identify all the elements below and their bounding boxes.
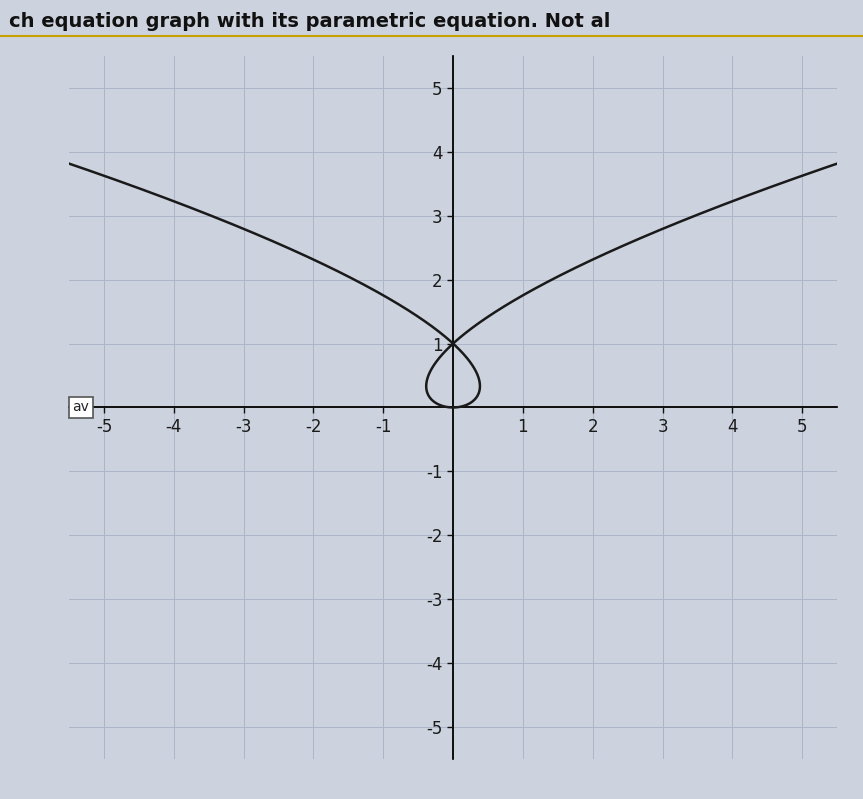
Text: ch equation graph with its parametric equation. Not al: ch equation graph with its parametric eq… <box>9 12 610 31</box>
Text: av: av <box>72 400 90 415</box>
